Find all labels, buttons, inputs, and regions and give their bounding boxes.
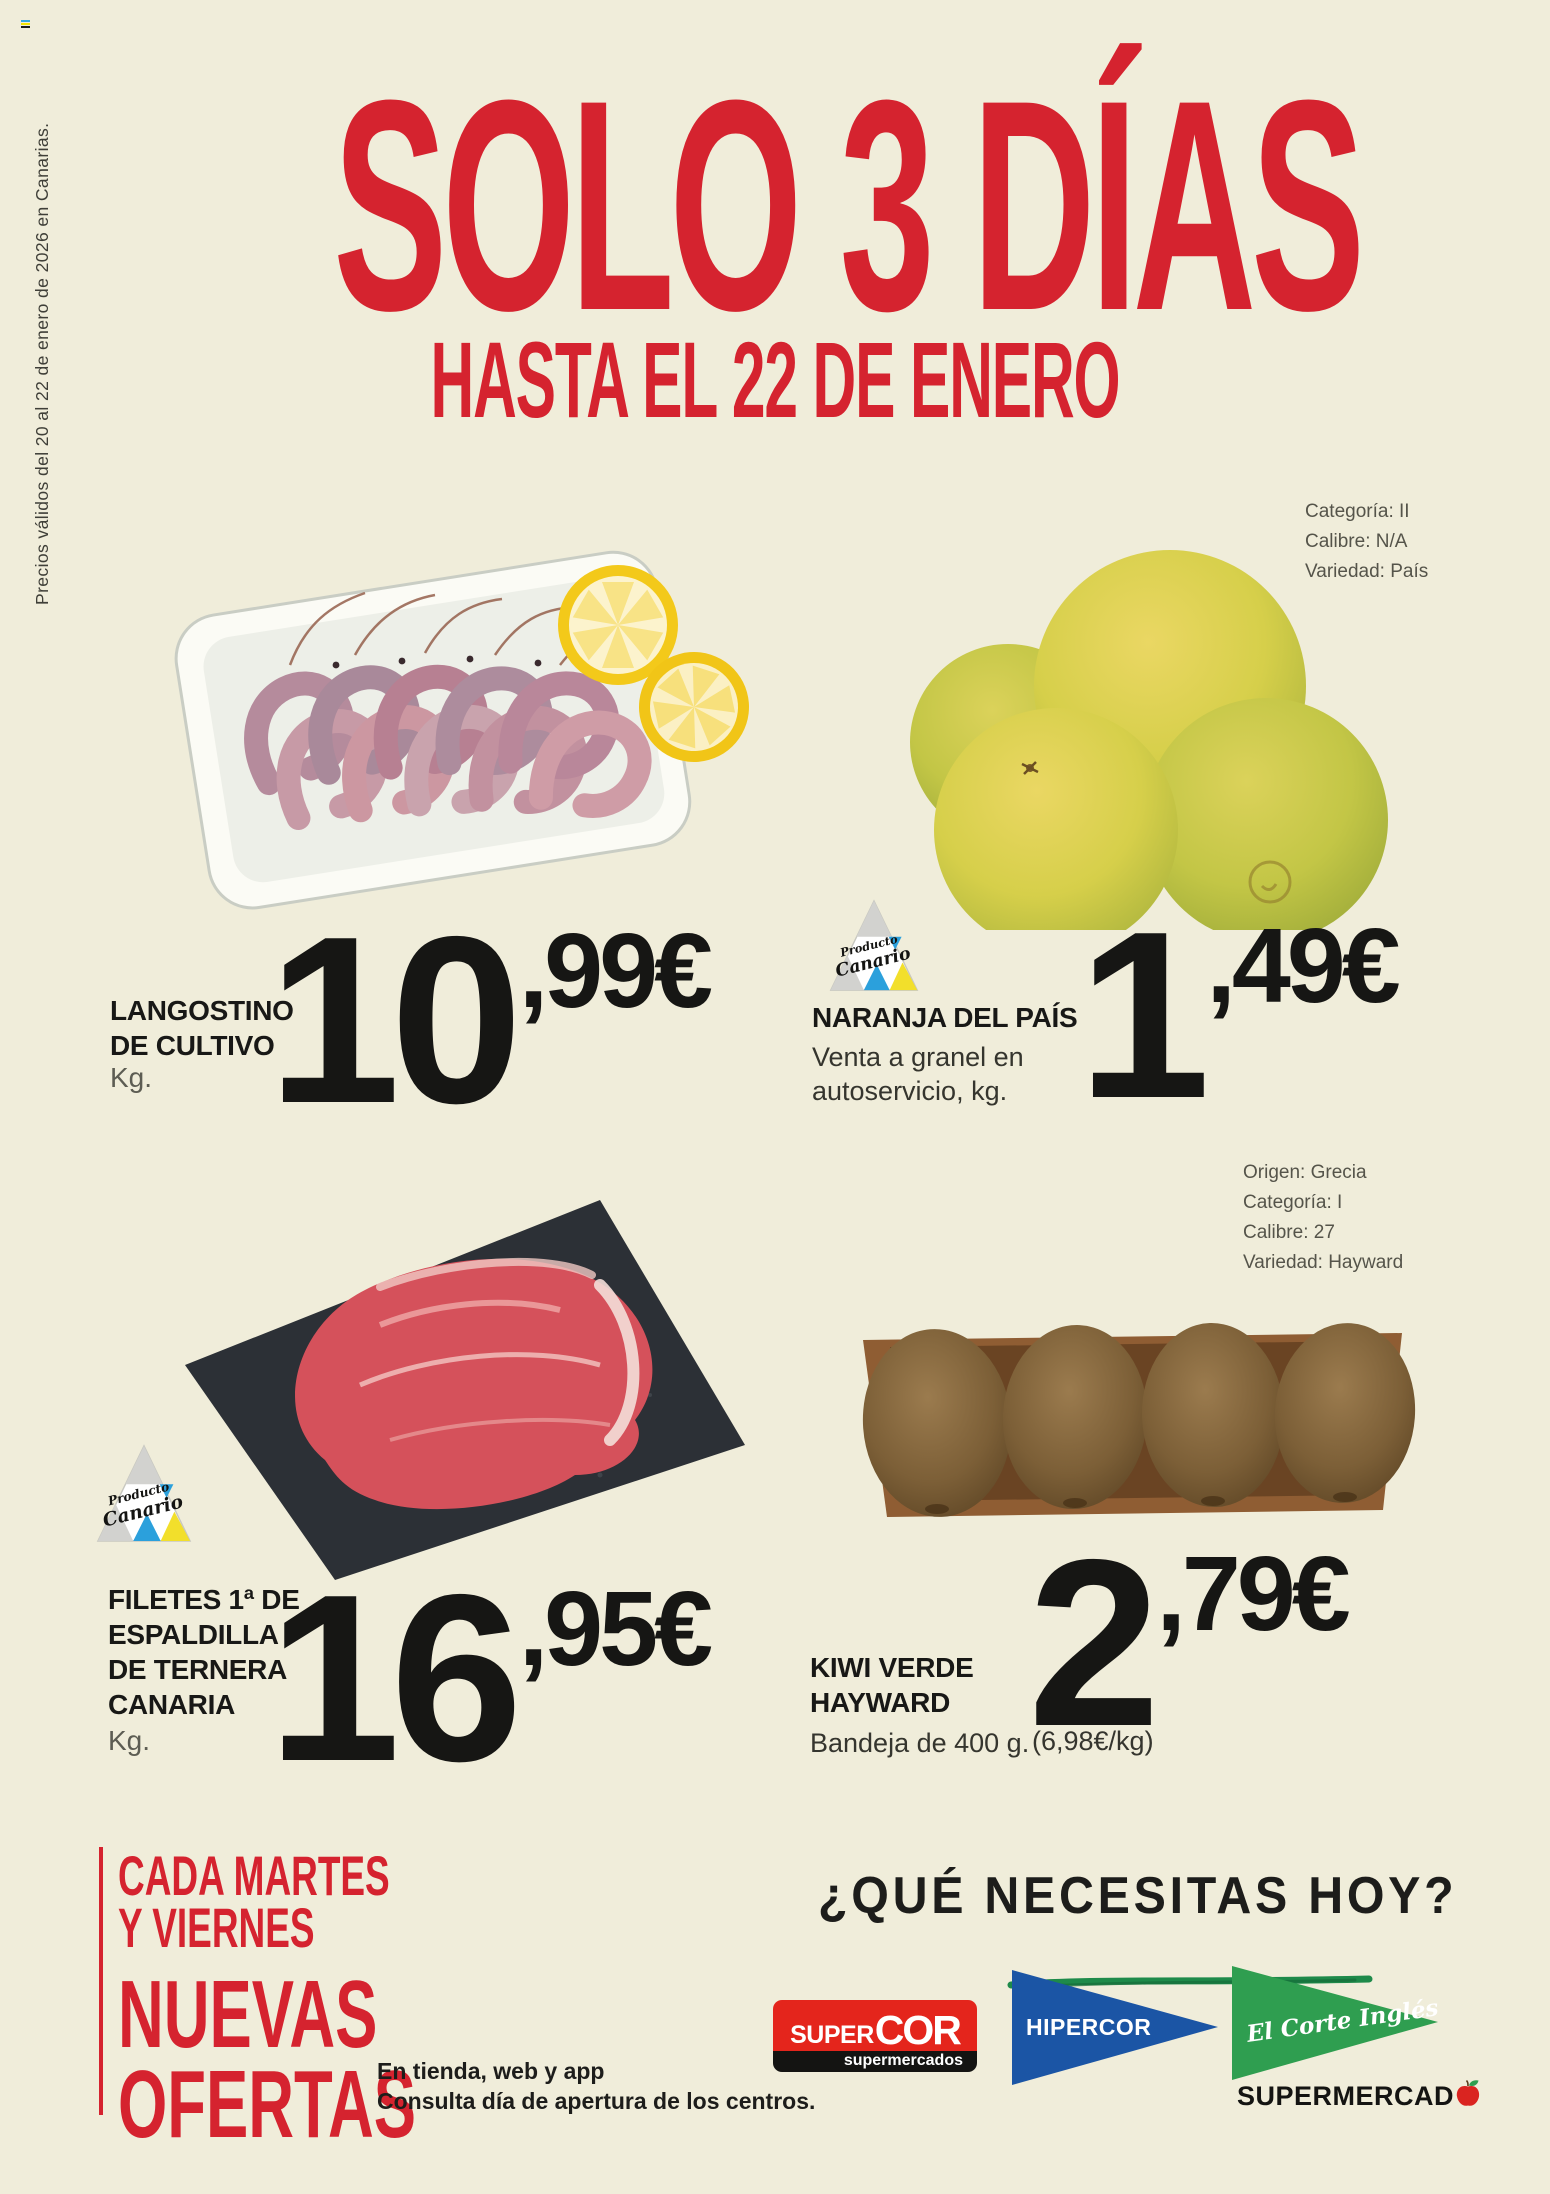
page-title: SOLO 3 DÍAS (333, 37, 1365, 373)
supercor-subtitle: supermercados (773, 2051, 977, 2072)
svg-text:HIPERCOR: HIPERCOR (1026, 2014, 1151, 2040)
validity-note: Precios válidos del 20 al 22 de enero de… (32, 122, 52, 605)
promo-text: CADA MARTES Y VIERNES NUEVAS OFERTAS (118, 1844, 417, 2158)
unit-price-kiwi: (6,98€/kg) (1032, 1726, 1154, 1756)
beef-fillet-image (185, 1200, 745, 1580)
hipercor-logo: HIPERCOR (1012, 1970, 1218, 2085)
price-filetes: 16,95€ (268, 1546, 713, 1811)
supercor-wordmark: SUPER COR (773, 2000, 977, 2051)
producto-canario-badge-icon: Producto Canario (96, 1444, 192, 1542)
product-desc-kiwi: Bandeja de 400 g. (810, 1728, 1030, 1758)
elcorteingles-logo: El Corte Inglés (1232, 1966, 1438, 2080)
apple-o-icon (1456, 2079, 1480, 2106)
product-name-kiwi: KIWI VERDE HAYWARD (810, 1652, 974, 1718)
price-langostino: 10,99€ (268, 888, 713, 1153)
shrimp-tray-image (174, 550, 749, 910)
store-note: En tienda, web y app Consulta día de ape… (377, 2058, 816, 2114)
kiwi-tray-image (862, 1323, 1416, 1517)
oranges-image (910, 550, 1388, 930)
registration-mark-icon (21, 20, 30, 29)
product-unit: Kg. (110, 1062, 153, 1093)
supermercado-wordmark: SUPERMERCAD (1237, 2079, 1481, 2110)
promo-rule (99, 1847, 103, 2115)
product-info-kiwi: Origen: Grecia Categoría: I Calibre: 27 … (1243, 1162, 1404, 1273)
supercor-logo: SUPER COR supermercados (773, 2000, 977, 2072)
lemon-garnish (558, 565, 678, 685)
product-name-naranja: NARANJA DEL PAÍS (812, 1002, 1078, 1033)
price-naranja: 1,49€ (1078, 883, 1401, 1148)
question-heading: ¿QUÉ NECESITAS HOY? (818, 1867, 1458, 1925)
price-kiwi: 2,79€ (1028, 1511, 1351, 1776)
product-name-filetes: FILETES 1ª DE ESPALDILLA DE TERNERA CANA… (108, 1584, 300, 1720)
producto-canario-badge-icon: Producto Canario (829, 899, 919, 991)
page-subtitle: HASTA EL 22 DE ENERO (430, 319, 1121, 440)
product-name-langostino: LANGOSTINO DE CULTIVO (110, 995, 294, 1061)
product-desc-naranja: Venta a granel en autoservicio, kg. (812, 1042, 1024, 1106)
product-unit: Kg. (108, 1725, 151, 1756)
product-info-naranja: Categoría: II Calibre: N/A Variedad: Paí… (1305, 501, 1429, 582)
